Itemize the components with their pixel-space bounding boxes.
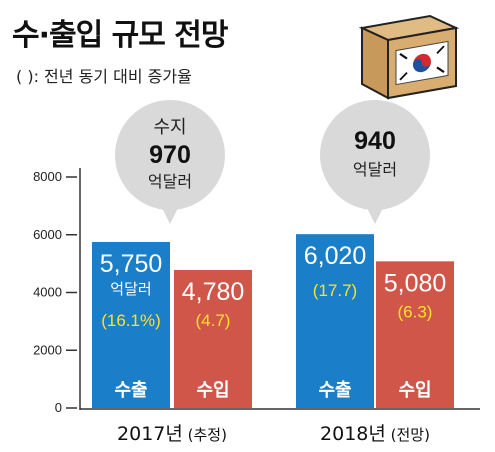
category-note: (전망) [386, 426, 430, 444]
import-growth-label: (6.3) [398, 302, 433, 321]
export-bar [92, 241, 170, 408]
export-unit-label: 억달러 [110, 280, 151, 298]
balance-unit: 억달러 [353, 160, 397, 179]
category-label: 2017년 (추정) [117, 423, 227, 445]
balance-bubble-tail [365, 204, 385, 224]
export-bar-label: 수출 [114, 380, 147, 401]
export-value-label: 6,020 [304, 242, 367, 270]
export-growth-label: (16.1%) [101, 311, 161, 330]
y-tick-label: 4000 [33, 285, 62, 300]
export-bar-label: 수출 [318, 380, 351, 401]
y-tick-label: 8000 [33, 169, 62, 184]
import-growth-label: (4.7) [196, 311, 231, 330]
import-bar-label: 수입 [398, 379, 431, 401]
y-tick-label: 0 [55, 400, 62, 415]
chart-subtitle: ( ): 전년 동기 대비 증가율 [16, 67, 192, 86]
balance-bubble-tail [160, 204, 180, 224]
export-bar [296, 234, 374, 408]
import-bar [376, 261, 454, 408]
import-bar-label: 수입 [196, 379, 229, 401]
chart-title: 수·출입 규모 전망 [12, 18, 228, 53]
balance-unit: 억달러 [148, 172, 192, 191]
balance-label: 수지 [153, 117, 186, 138]
balance-bubble [115, 100, 225, 210]
korea-flag-box-icon [358, 14, 460, 100]
category-label: 2018년 (전망) [320, 423, 430, 445]
y-tick-label: 6000 [33, 227, 62, 242]
import-value-label: 5,080 [384, 269, 447, 297]
y-tick-label: 2000 [33, 342, 62, 357]
category-year: 2018년 [320, 423, 386, 445]
balance-value: 970 [149, 141, 191, 169]
export-value-label: 5,750 [100, 250, 163, 278]
category-year: 2017년 [117, 423, 183, 445]
balance-bubble [320, 100, 430, 210]
balance-value: 940 [354, 127, 396, 155]
import-bar [174, 269, 252, 408]
category-note: (추정) [183, 426, 227, 444]
export-growth-label: (17.7) [313, 281, 357, 300]
import-value-label: 4,780 [182, 278, 245, 306]
